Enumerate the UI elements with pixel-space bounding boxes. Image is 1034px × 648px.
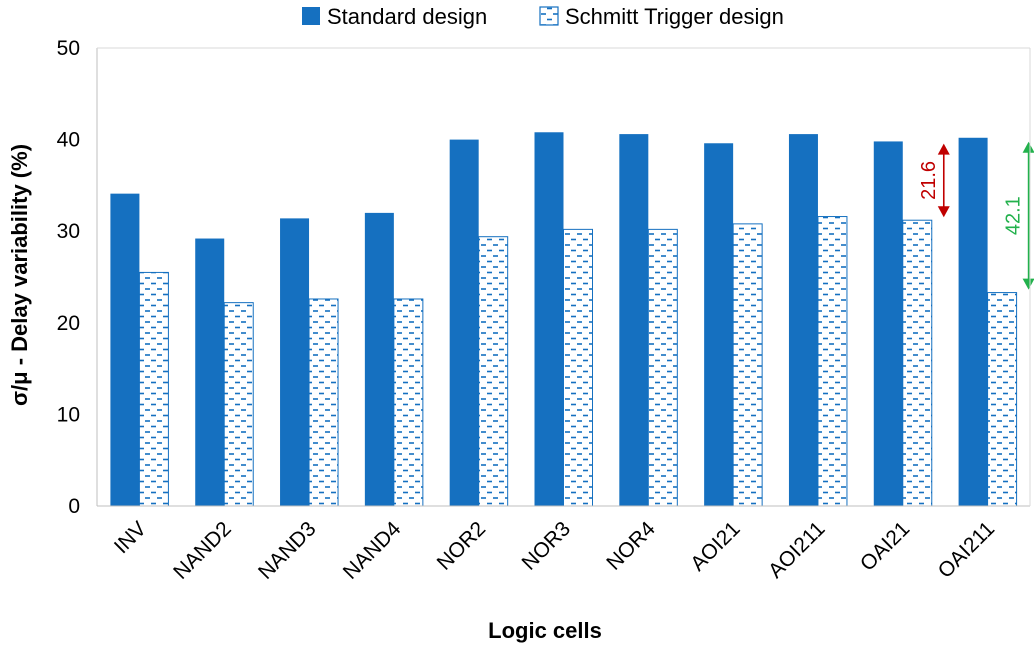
y-tick-label: 50 (57, 37, 80, 60)
arrow-head-down (937, 206, 950, 218)
bar-standard (958, 137, 988, 506)
bar-schmitt (647, 228, 678, 507)
difference-arrow: 42.1 (1003, 141, 1034, 290)
x-axis-ticks: INV NAND2 NAND3 NAND4 NOR2 NOR3 NOR4 AOI21 AOI21… (110, 517, 999, 584)
x-tick-label: NOR3 (518, 517, 576, 575)
bar-schmitt (138, 271, 169, 507)
bar-schmitt (223, 302, 254, 507)
x-tick-label: AOI211 (764, 517, 830, 583)
y-tick-label: 40 (57, 129, 80, 152)
y-tick-label: 30 (57, 220, 80, 243)
bar-schmitt (902, 219, 933, 507)
bar-schmitt (478, 236, 509, 507)
y-tick-label: 10 (57, 403, 80, 426)
bar-schmitt (817, 216, 848, 507)
bar-standard (364, 212, 394, 506)
x-tick-label: NOR4 (602, 517, 660, 575)
bar-standard (110, 193, 140, 507)
x-tick-label: NAND4 (339, 517, 406, 584)
bar-standard (873, 141, 903, 506)
y-axis-ticks: 0 10 20 30 40 50 (57, 37, 80, 518)
bar-schmitt (732, 223, 763, 507)
bar-schmitt (987, 292, 1018, 507)
annotations: 21.6 42.1 (918, 141, 1034, 290)
bar-standard (534, 132, 564, 506)
x-tick-label: OAI21 (856, 517, 914, 575)
difference-label: 21.6 (918, 161, 940, 200)
y-axis-title: σ/μ - Delay variability (%) (7, 144, 32, 406)
bar-standard (195, 238, 225, 506)
bar-schmitt (563, 228, 593, 507)
y-tick-label: 20 (57, 312, 80, 335)
arrow-head-up (937, 143, 950, 155)
arrow-head-up (1022, 141, 1034, 153)
legend-label-standard: Standard design (327, 4, 487, 29)
legend-swatch-schmitt (539, 6, 559, 26)
bar-standard (449, 139, 479, 506)
x-tick-label: INV (110, 517, 151, 558)
y-tick-label: 0 (68, 495, 80, 518)
bar-standard (788, 134, 818, 506)
x-tick-label: OAI211 (934, 517, 1000, 583)
bar-schmitt (393, 298, 424, 507)
x-tick-label: NAND2 (169, 517, 236, 584)
bar-standard (280, 218, 310, 506)
x-axis-title: Logic cells (488, 618, 602, 643)
x-tick-label: AOI21 (686, 517, 744, 575)
x-tick-label: NOR2 (433, 517, 491, 575)
x-tick-label: NAND3 (254, 517, 321, 584)
bar-standard (619, 134, 649, 506)
plot-frame (96, 47, 1031, 507)
legend-swatch-standard (302, 7, 320, 25)
bars (110, 132, 1018, 507)
legend: Standard design Schmitt Trigger design (302, 4, 784, 29)
difference-arrow: 21.6 (918, 143, 950, 218)
legend-label-schmitt: Schmitt Trigger design (565, 4, 784, 29)
bar-schmitt (308, 298, 339, 507)
arrow-head-down (1022, 278, 1034, 290)
difference-label: 42.1 (1003, 196, 1025, 235)
bar-standard (704, 143, 734, 506)
